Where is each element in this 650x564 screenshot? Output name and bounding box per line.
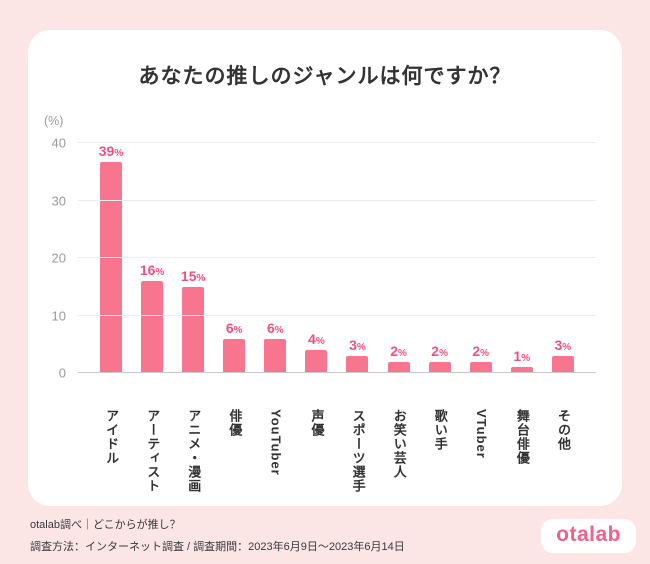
bar-column: 6% bbox=[221, 143, 247, 373]
bar bbox=[305, 350, 328, 373]
y-axis-tick-label: 20 bbox=[51, 250, 66, 266]
footer-notes: otalab調べ｜どこからが推し？ 調査方法：インターネット調査 / 調査期間：… bbox=[30, 514, 405, 558]
gridline bbox=[78, 142, 596, 143]
y-axis-tick-label: 40 bbox=[51, 135, 66, 151]
bar-column: 39% bbox=[98, 143, 124, 373]
footer: otalab調べ｜どこからが推し？ 調査方法：インターネット調査 / 調査期間：… bbox=[30, 514, 636, 558]
bar bbox=[469, 361, 492, 373]
bar-value-label: 4% bbox=[308, 331, 325, 347]
category-labels-row: アイドル アーティスト アニメ・漫画 俳優 YouTuber 声優 スポーツ選手 お笑い芸人 歌… bbox=[78, 409, 596, 529]
bar-column: 16% bbox=[139, 143, 165, 373]
bar-value-label: 3% bbox=[554, 336, 572, 353]
bars-row: 39% 16% 15% 6% 6% 4% 3% 2% 2% 2% 1% 3% bbox=[78, 143, 596, 373]
y-axis-unit-label: (%) bbox=[44, 114, 64, 128]
bar bbox=[387, 361, 410, 373]
category-column: アニメ・漫画 bbox=[180, 409, 206, 529]
y-axis-tick-label: 10 bbox=[51, 308, 66, 323]
y-axis-tick-label: 0 bbox=[58, 365, 66, 381]
category-column: 舞台俳優 bbox=[509, 409, 535, 529]
category-column: スポーツ選手 bbox=[344, 409, 370, 529]
bar bbox=[264, 338, 287, 373]
bar-column: 2% bbox=[427, 143, 453, 373]
bar-column: 1% bbox=[509, 143, 535, 373]
category-column: お笑い芸人 bbox=[386, 409, 412, 529]
category-label: お笑い芸人 bbox=[391, 409, 407, 479]
bar-value-label: 15% bbox=[180, 267, 206, 284]
category-label: スポーツ選手 bbox=[350, 409, 366, 493]
category-label: 舞台俳優 bbox=[514, 409, 530, 465]
bar-value-label: 6% bbox=[225, 319, 243, 336]
category-label: 歌い手 bbox=[432, 409, 448, 451]
bar-column: 2% bbox=[468, 143, 494, 373]
bar bbox=[428, 361, 451, 373]
bar-value-label: 2% bbox=[390, 342, 407, 359]
category-column: VTuber bbox=[468, 409, 494, 529]
bar bbox=[551, 355, 574, 373]
category-label: その他 bbox=[556, 409, 571, 451]
category-column: アーティスト bbox=[139, 409, 165, 529]
chart-card: あなたの推しのジャンルは何ですか？ (%) 39% 16% 15% 6% 6% 4% 3% 2… bbox=[28, 30, 622, 506]
bar-column: 2% bbox=[386, 143, 412, 373]
gridline bbox=[78, 199, 596, 201]
bar bbox=[510, 367, 533, 373]
otalab-logo: otalab bbox=[541, 519, 636, 553]
bar-column: 3% bbox=[344, 143, 370, 373]
bar-column: 15% bbox=[180, 143, 206, 373]
gridline bbox=[78, 371, 596, 373]
bar-value-label: 16% bbox=[139, 262, 165, 278]
category-label: アーティスト bbox=[145, 409, 161, 493]
bar bbox=[223, 338, 246, 373]
category-label: アニメ・漫画 bbox=[186, 409, 202, 493]
bar-value-label: 2% bbox=[472, 342, 490, 359]
bar bbox=[346, 355, 369, 373]
bar bbox=[182, 286, 205, 373]
bar bbox=[100, 162, 122, 373]
bar-value-label: 39% bbox=[98, 143, 124, 159]
bar-column: 6% bbox=[262, 143, 288, 373]
bar-value-label: 2% bbox=[431, 342, 448, 359]
category-column: その他 bbox=[550, 409, 576, 529]
category-label: YouTuber bbox=[268, 409, 284, 476]
gridline bbox=[78, 257, 596, 258]
bar-column: 3% bbox=[550, 143, 576, 373]
bar-value-label: 1% bbox=[513, 348, 531, 365]
gridline bbox=[78, 314, 596, 316]
bar-value-label: 3% bbox=[349, 336, 366, 353]
survey-method-note: 調査方法：インターネット調査 / 調査期間：2023年6月9日～2023年6月1… bbox=[30, 541, 405, 553]
category-column: アイドル bbox=[98, 409, 124, 529]
category-column: 歌い手 bbox=[427, 409, 453, 529]
category-label: VTuber bbox=[473, 409, 489, 459]
plot-area: (%) 39% 16% 15% 6% 6% 4% 3% 2% 2% 2% 1% 3% 0 10 20 30 4… bbox=[44, 114, 596, 381]
category-label: 声優 bbox=[309, 409, 325, 437]
category-label: 俳優 bbox=[227, 409, 243, 437]
category-label: アイドル bbox=[104, 409, 120, 465]
category-column: 俳優 bbox=[221, 409, 247, 529]
y-axis-tick-label: 30 bbox=[51, 193, 66, 208]
source-note: otalab調べ｜どこからが推し？ bbox=[30, 519, 181, 531]
bar bbox=[141, 281, 164, 373]
category-column: YouTuber bbox=[262, 409, 288, 529]
bar-value-label: 6% bbox=[266, 319, 284, 336]
category-column: 声優 bbox=[303, 409, 329, 529]
chart-title: あなたの推しのジャンルは何ですか？ bbox=[138, 65, 512, 88]
bar-column: 4% bbox=[303, 143, 329, 373]
